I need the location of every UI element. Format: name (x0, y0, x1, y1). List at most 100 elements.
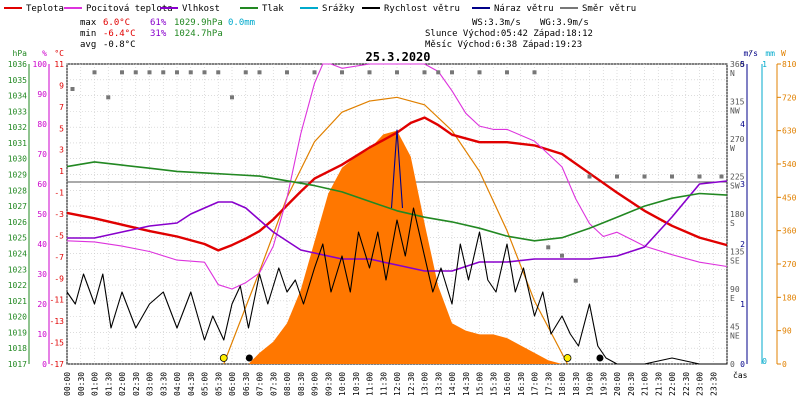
axis-tick-direction: 360 (730, 60, 745, 69)
stat-min-hum: 31% (150, 29, 167, 39)
axis-tick-pressure: 1028 (8, 186, 27, 195)
axis-tick-direction-compass: E (730, 294, 735, 303)
axis-tick-time: 14:00 (448, 372, 457, 396)
axis-tick-time: 12:30 (407, 372, 416, 396)
axis-tick-pressure: 1030 (8, 155, 27, 164)
axis-tick-temperature: -15 (50, 339, 65, 348)
axis-label-radiation: W (781, 49, 786, 58)
axis-tick-time: 01:30 (104, 372, 113, 396)
wind-direction-point (312, 70, 317, 75)
axis-label-time: čas (733, 370, 748, 380)
axis-tick-time: 05:00 (201, 372, 210, 396)
axis-tick-wind: 1 (740, 300, 745, 309)
axis-tick-temperature: -3 (54, 210, 64, 219)
axis-tick-pressure: 1027 (8, 202, 27, 211)
axis-tick-time: 03:00 (146, 372, 155, 396)
axis-tick-time: 20:30 (627, 372, 636, 396)
wind-direction-point (422, 70, 427, 75)
axis-tick-time: 00:30 (77, 372, 86, 396)
wind-direction-point (587, 174, 592, 179)
axis-tick-time: 10:30 (352, 372, 361, 396)
wind-direction-point (175, 70, 179, 75)
axis-tick-time: 14:30 (462, 372, 471, 396)
wind-direction-point (340, 70, 344, 75)
axis-tick-time: 10:00 (338, 372, 347, 396)
wind-direction-point (202, 70, 207, 75)
axis-tick-time: 16:00 (503, 372, 512, 396)
axis-tick-time: 02:00 (118, 372, 127, 396)
legend-label: Vlhkost (182, 4, 220, 14)
axis-tick-humidity: 20 (37, 300, 47, 309)
stat-min-press: 1024.7hPa (174, 29, 223, 39)
axis-tick-time: 20:00 (613, 372, 622, 396)
axis-tick-time: 06:00 (228, 372, 237, 396)
wind-direction-point (546, 245, 551, 250)
wind-direction-point (395, 70, 399, 75)
wind-direction-point (230, 95, 234, 100)
axis-tick-temperature: 7 (59, 103, 64, 112)
axis-tick-temperature: -17 (50, 360, 65, 369)
axis-tick-direction-compass: W (730, 144, 735, 153)
axis-tick-pressure: 1020 (8, 313, 27, 322)
axis-tick-time: 04:00 (173, 372, 182, 396)
wind-direction-point (133, 70, 138, 75)
axis-tick-pressure: 1029 (8, 171, 27, 180)
axis-tick-direction-compass: S (730, 219, 735, 228)
axis-tick-pressure: 1021 (8, 297, 27, 306)
axis-tick-time: 04:30 (187, 372, 196, 396)
axis-tick-time: 21:00 (641, 372, 650, 396)
axis-tick-time: 08:00 (283, 372, 292, 396)
chart-title: 25.3.2020 (365, 50, 430, 64)
axis-tick-pressure: 1035 (8, 76, 27, 85)
legend-label: Rychlost větru (384, 4, 460, 14)
series-line-4 (66, 207, 727, 365)
axis-tick-wind: 5 (740, 60, 745, 69)
axis-tick-humidity: 30 (37, 270, 47, 279)
axis-tick-pressure: 1036 (8, 60, 27, 69)
axis-tick-pressure: 1026 (8, 218, 27, 227)
axis-tick-humidity: 70 (37, 150, 47, 159)
axis-tick-direction-compass: SE (730, 257, 740, 266)
wind-direction-point (477, 70, 482, 75)
axis-tick-time: 18:00 (558, 372, 567, 396)
axis-tick-humidity: 90 (37, 90, 47, 99)
axis-tick-rain: 1 (762, 60, 767, 69)
axis-tick-pressure: 1019 (8, 328, 27, 337)
series-line-3 (66, 161, 728, 242)
axis-tick-humidity: 80 (37, 120, 47, 129)
stat-wg: WG:3.9m/s (540, 18, 589, 28)
axis-tick-pressure: 1032 (8, 123, 27, 132)
stat-max-rain: 0.0mm (228, 18, 255, 28)
axis-tick-time: 11:00 (366, 372, 375, 396)
axis-tick-pressure: 1017 (8, 360, 27, 369)
plot-area (66, 63, 728, 365)
axis-tick-time: 19:30 (599, 372, 608, 396)
axis-tick-time: 09:30 (324, 372, 333, 396)
axis-tick-direction: 135 (730, 248, 745, 257)
axis-tick-radiation: 450 (782, 193, 797, 202)
axis-tick-time: 13:30 (434, 372, 443, 396)
axis-tick-direction: 45 (730, 323, 740, 332)
axis-tick-temperature: -7 (54, 253, 64, 262)
axis-tick-humidity: 10 (37, 330, 47, 339)
wind-direction-point (188, 70, 193, 75)
axes: hPa1036103510341033103210311030102910281… (8, 49, 797, 396)
axis-tick-humidity: 50 (37, 210, 47, 219)
axis-tick-time: 15:30 (489, 372, 498, 396)
axis-tick-pressure: 1033 (8, 107, 27, 116)
axis-tick-wind: 2 (740, 240, 745, 249)
legend-label: Pocitová teplota (86, 4, 173, 14)
axis-tick-direction-compass: NE (730, 332, 740, 341)
wind-direction-point (573, 278, 578, 283)
wind-direction-point (367, 70, 372, 75)
wind-direction-point (161, 70, 166, 75)
axis-tick-time: 07:00 (256, 372, 265, 396)
axis-label-rain: mm (765, 49, 775, 58)
stat-max-hum: 61% (150, 18, 167, 28)
axis-tick-radiation: 810 (782, 60, 797, 69)
axis-tick-time: 21:30 (654, 372, 663, 396)
axis-label-wind: m/s (744, 49, 759, 58)
axis-tick-temperature: 9 (59, 81, 64, 90)
stat-avg-label: avg (80, 40, 96, 50)
